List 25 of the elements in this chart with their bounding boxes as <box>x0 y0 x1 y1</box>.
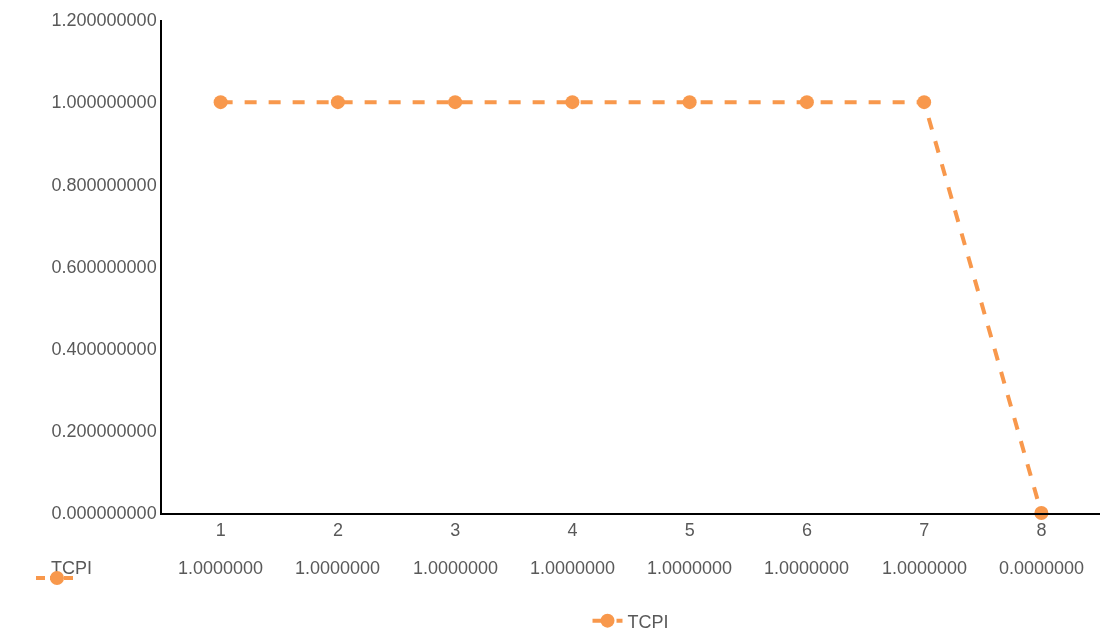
data-label: 1.0000000 <box>530 558 616 578</box>
x-tick-label: 5 <box>684 520 695 541</box>
y-tick-label: 1.000000000 <box>51 92 157 113</box>
legend-label: TCPI <box>627 611 669 632</box>
y-tick-label: 1.200000000 <box>51 10 157 31</box>
x-tick-label: 8 <box>1036 520 1047 541</box>
x-tick-label: 4 <box>567 520 578 541</box>
data-label: 1.0000000 <box>413 558 499 578</box>
data-label: 1.0000000 <box>178 558 264 578</box>
data-label: 1.0000000 <box>882 558 968 578</box>
text: TCPI <box>51 558 93 578</box>
x-tick-label: 6 <box>801 520 812 541</box>
y-tick-label: 0.400000000 <box>51 338 157 359</box>
x-tick-label: 1 <box>215 520 226 541</box>
y-tick-label: 0.200000000 <box>51 421 157 442</box>
data-label: 1.0000000 <box>647 558 733 578</box>
y-tick-label: 0.000000000 <box>51 503 157 524</box>
y-tick-label: 0.600000000 <box>51 256 157 277</box>
data-label: 1.0000000 <box>764 558 850 578</box>
data-label: 1.0000000 <box>295 558 381 578</box>
y-tick-label: 0.800000000 <box>51 174 157 195</box>
x-tick-label: 7 <box>919 520 930 541</box>
x-tick-label: 2 <box>332 520 343 541</box>
x-tick-label: 3 <box>450 520 461 541</box>
data-label: 0.0000000 <box>999 558 1085 578</box>
